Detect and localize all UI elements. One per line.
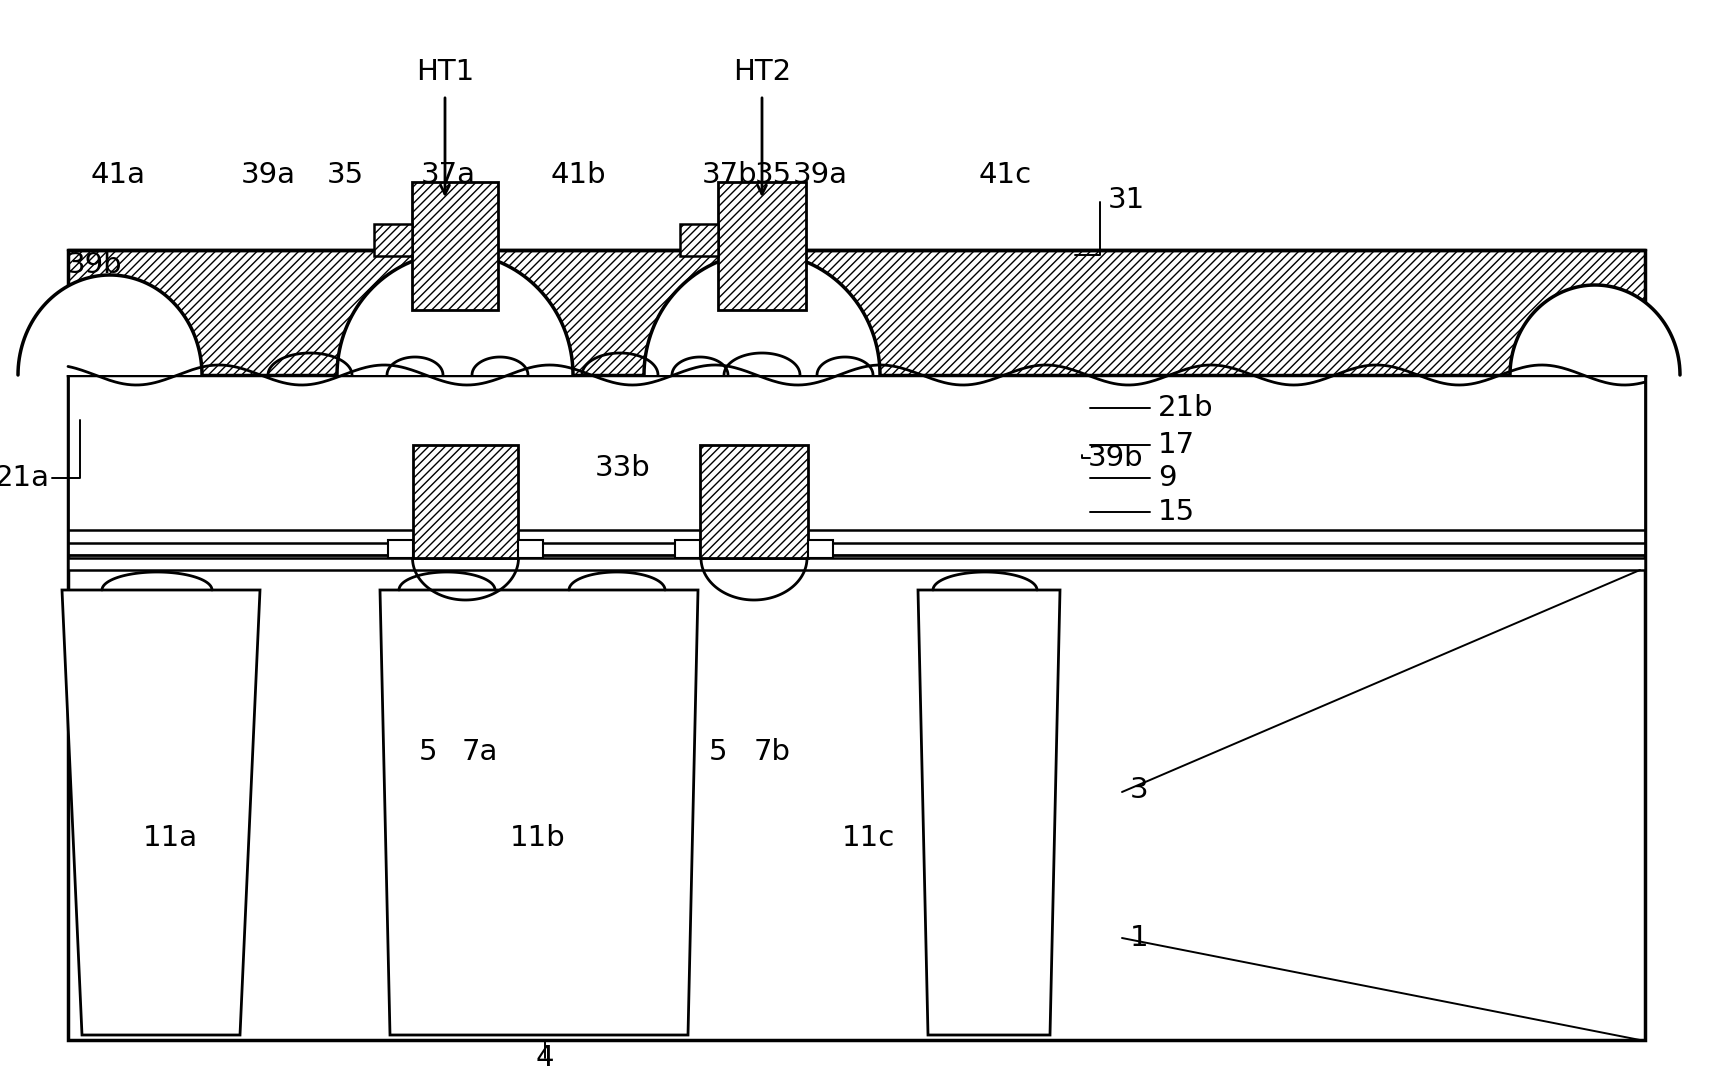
Text: 3: 3 — [1130, 776, 1149, 804]
Text: 5: 5 — [709, 738, 728, 766]
Bar — [518, 540, 543, 558]
Text: 17: 17 — [1157, 431, 1195, 459]
Polygon shape — [17, 275, 202, 375]
Bar — [67, 250, 1646, 375]
Bar — [674, 540, 700, 558]
Text: 39a: 39a — [792, 161, 847, 189]
Bar — [374, 224, 412, 256]
Text: 21a: 21a — [0, 464, 50, 492]
Text: 35: 35 — [326, 161, 364, 189]
Text: 4: 4 — [536, 1044, 554, 1072]
Text: 37a: 37a — [421, 161, 476, 189]
Text: 31: 31 — [1107, 186, 1145, 214]
Polygon shape — [336, 253, 573, 375]
Text: 11b: 11b — [511, 824, 566, 853]
Text: 37b: 37b — [702, 161, 757, 189]
Text: 39a: 39a — [240, 161, 295, 189]
Text: 33b: 33b — [595, 454, 650, 482]
Text: 41a: 41a — [90, 161, 145, 189]
Bar — [67, 375, 1646, 555]
Bar — [67, 558, 1646, 570]
Text: 11c: 11c — [842, 824, 895, 853]
Bar — [412, 182, 499, 310]
Bar — [700, 445, 807, 558]
Bar — [718, 182, 806, 310]
Text: 41b: 41b — [550, 161, 605, 189]
Polygon shape — [380, 590, 699, 1035]
Text: HT2: HT2 — [733, 58, 792, 86]
Text: 15: 15 — [1157, 498, 1195, 526]
Text: HT1: HT1 — [416, 58, 474, 86]
Text: 39b: 39b — [67, 251, 122, 279]
Text: 21b: 21b — [1157, 394, 1214, 422]
Text: 7b: 7b — [754, 738, 790, 766]
Text: 1: 1 — [1130, 924, 1149, 952]
Polygon shape — [62, 590, 260, 1035]
Bar — [67, 375, 293, 555]
Text: 35: 35 — [754, 161, 792, 189]
Text: 41c: 41c — [978, 161, 1032, 189]
Text: 39b: 39b — [1088, 444, 1144, 472]
Bar — [388, 540, 412, 558]
Bar — [680, 224, 718, 256]
Polygon shape — [918, 590, 1059, 1035]
Text: 7a: 7a — [462, 738, 499, 766]
Bar — [1095, 375, 1646, 555]
Bar — [67, 375, 1646, 555]
Bar — [807, 540, 833, 558]
Polygon shape — [1509, 285, 1680, 375]
Bar — [67, 375, 1646, 1040]
Text: 11a: 11a — [143, 824, 198, 853]
Polygon shape — [643, 253, 880, 375]
Bar — [412, 445, 518, 558]
Text: 5: 5 — [419, 738, 436, 766]
Text: 9: 9 — [1157, 464, 1176, 492]
